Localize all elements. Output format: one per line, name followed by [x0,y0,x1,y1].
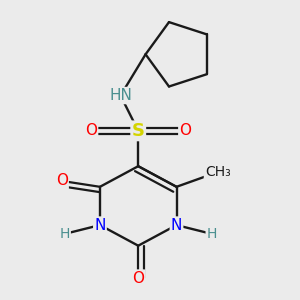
Text: O: O [85,123,97,138]
Text: HN: HN [109,88,132,103]
Text: N: N [94,218,106,232]
Text: H: H [207,227,217,241]
Text: CH₃: CH₃ [205,165,231,179]
Text: O: O [179,123,191,138]
Text: S: S [132,122,145,140]
Text: H: H [59,227,70,241]
Text: O: O [56,173,68,188]
Text: N: N [171,218,182,232]
Text: O: O [132,271,144,286]
